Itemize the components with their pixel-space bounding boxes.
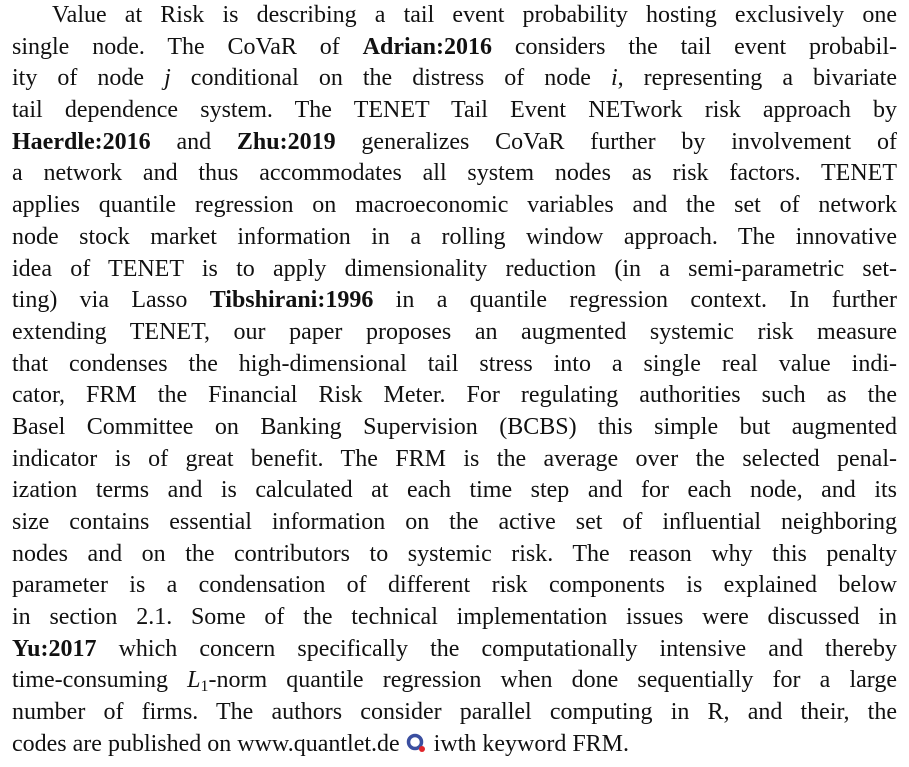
text-line: number of firms. The authors consider pa… — [12, 697, 897, 729]
sub-text: 1 — [200, 678, 209, 696]
bold-text: Adrian:2016 — [362, 33, 492, 60]
paragraph: Value at Risk is describing a tail event… — [12, 0, 897, 761]
text-line: ization terms and is calculated at each … — [12, 475, 897, 507]
italic-text: j — [164, 65, 171, 92]
text-run: indicator is of great benefit. The FRM i… — [12, 445, 897, 472]
text-run: which concern specifically the computati… — [96, 635, 897, 662]
text-line: Yu:2017 which concern specifically the c… — [12, 634, 897, 666]
text-run: extending TENET, our paper proposes an a… — [12, 318, 897, 345]
text-run: number of firms. The authors consider pa… — [12, 699, 897, 726]
italic-text: i — [610, 65, 618, 92]
text-run: generalizes CoVaR further by involvement… — [335, 128, 897, 155]
text-run: applies quantile regression on macroecon… — [12, 192, 897, 219]
text-run: time-consuming — [12, 667, 188, 694]
text-run: considers the tail event probabil- — [491, 33, 897, 60]
text-line: that condenses the high-dimensional tail… — [12, 349, 897, 381]
text-run: ity of node — [12, 65, 165, 92]
text-run: , representing a bivariate — [617, 65, 897, 92]
bold-text: Zhu:2019 — [236, 128, 336, 155]
text-run: codes are published on www.quantlet.de — [12, 730, 406, 757]
text-run: idea of TENET is to apply dimensionality… — [12, 255, 897, 282]
text-run: a network and thus accommodates all syst… — [12, 160, 897, 187]
bold-text: Haerdle:2016 — [12, 128, 151, 155]
text-line: Haerdle:2016 and Zhu:2019 generalizes Co… — [12, 127, 897, 159]
text-run: ting) via Lasso — [12, 287, 210, 314]
text-run: cator, FRM the Financial Risk Meter. For… — [12, 382, 897, 409]
text-line: parameter is a condensation of different… — [12, 570, 897, 602]
text-line: Value at Risk is describing a tail event… — [12, 0, 897, 32]
text-run: -norm quantile regression when done sequ… — [208, 667, 897, 694]
text-run: node stock market information in a rolli… — [12, 223, 897, 250]
text-line: cator, FRM the Financial Risk Meter. For… — [12, 380, 897, 412]
text-line: in section 2.1. Some of the technical im… — [12, 602, 897, 634]
text-run: and — [150, 128, 237, 155]
text-run: in section 2.1. Some of the technical im… — [12, 604, 897, 631]
text-line: ity of node j conditional on the distres… — [12, 63, 897, 95]
quantlet-icon — [406, 733, 425, 752]
text-line: indicator is of great benefit. The FRM i… — [12, 444, 897, 476]
text-run: tail dependence system. The TENET Tail E… — [12, 97, 897, 124]
text-run: single node. The CoVaR of — [12, 33, 363, 60]
text-run: that condenses the high-dimensional tail… — [12, 350, 897, 377]
text-run: in a quantile regression context. In fur… — [373, 287, 898, 314]
text-run: size contains essential information on t… — [12, 509, 897, 535]
text-line: extending TENET, our paper proposes an a… — [12, 317, 897, 349]
italic-text: L — [187, 667, 201, 694]
text-run: Basel Committee on Banking Supervision (… — [12, 413, 897, 440]
text-run: conditional on the distress of node — [170, 65, 611, 92]
text-line: applies quantile regression on macroecon… — [12, 190, 897, 222]
bold-text: Yu:2017 — [12, 635, 97, 662]
text-line: codes are published on www.quantlet.de i… — [12, 729, 897, 761]
text-line: tail dependence system. The TENET Tail E… — [12, 95, 897, 127]
text-line: time-consuming L1-norm quantile regressi… — [12, 665, 897, 697]
text-line: idea of TENET is to apply dimensionality… — [12, 254, 897, 286]
text-line: node stock market information in a rolli… — [12, 222, 897, 254]
text-run: Value at Risk is describing a tail event… — [52, 2, 897, 28]
text-line: Basel Committee on Banking Supervision (… — [12, 412, 897, 444]
text-line: nodes and on the contributors to systemi… — [12, 539, 897, 571]
text-run: parameter is a condensation of different… — [12, 572, 897, 599]
text-line: a network and thus accommodates all syst… — [12, 158, 897, 190]
bold-text: Tibshirani:1996 — [209, 287, 374, 314]
text-run: iwth keyword FRM. — [427, 730, 630, 757]
text-run: ization terms and is calculated at each … — [12, 477, 897, 504]
text-line: ting) via Lasso Tibshirani:1996 in a qua… — [12, 285, 897, 317]
text-line: size contains essential information on t… — [12, 507, 897, 539]
text-run: nodes and on the contributors to systemi… — [12, 540, 897, 567]
text-line: single node. The CoVaR of Adrian:2016 co… — [12, 32, 897, 64]
